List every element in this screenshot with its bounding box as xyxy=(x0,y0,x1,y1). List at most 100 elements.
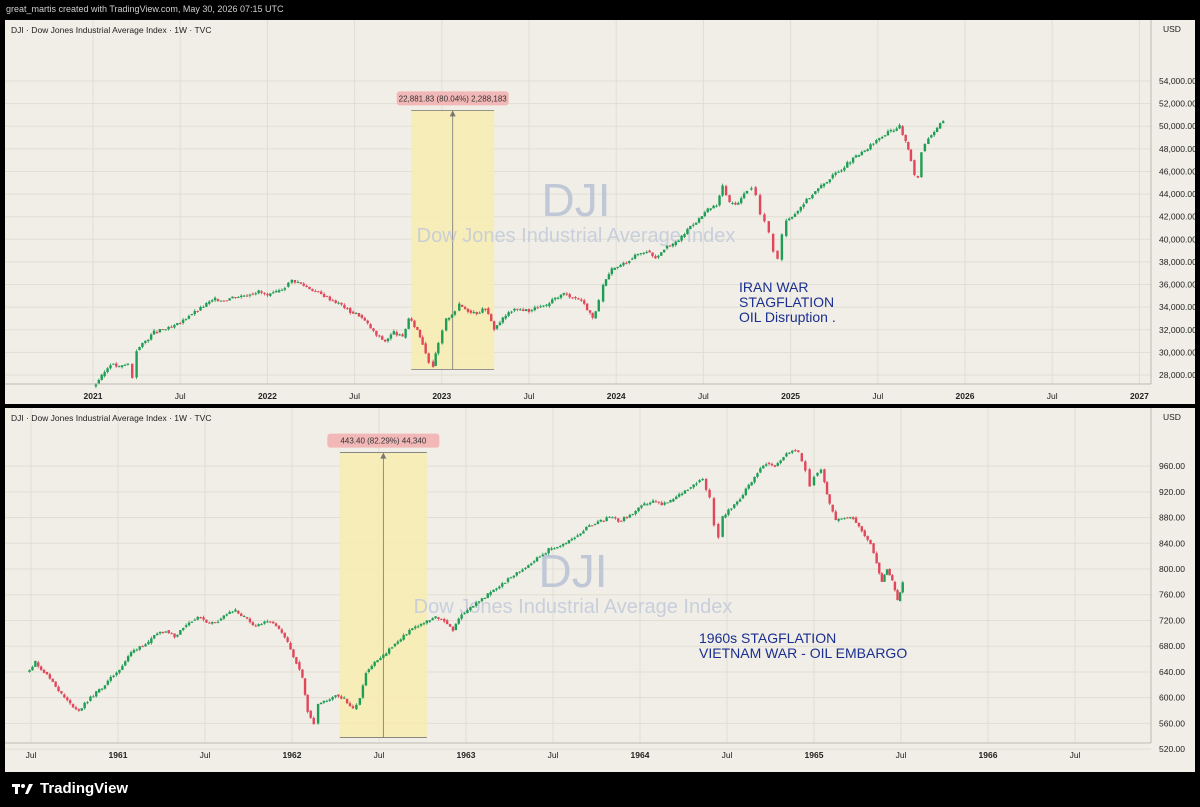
candle-body xyxy=(121,665,124,670)
y-tick-label: 32,000.00 xyxy=(1159,325,1195,335)
candle-body xyxy=(305,285,308,287)
candle-body xyxy=(588,525,591,527)
candle-body xyxy=(411,628,414,631)
candle-body xyxy=(851,157,855,163)
chart-panel-bottom[interactable]: 443.40 (82.29%) 44,340 DJI Dow Jones Indus… xyxy=(5,408,1195,772)
candle-body xyxy=(610,268,614,275)
candle-body xyxy=(490,314,493,322)
candle-body xyxy=(516,308,519,310)
candle-body xyxy=(640,505,643,508)
candle-body xyxy=(173,325,176,328)
chart-panel-top[interactable]: 22,881.83 (80.04%) 2,288,183 DJI Dow Jones… xyxy=(5,20,1195,404)
candle-body xyxy=(492,321,496,330)
candle-body xyxy=(669,500,672,503)
candle-body xyxy=(888,569,891,576)
tradingview-brand[interactable]: TradingView xyxy=(12,780,128,797)
candle-body xyxy=(923,143,927,152)
candle-body xyxy=(277,290,281,293)
candle-body xyxy=(796,210,800,214)
x-tick-label: 2021 xyxy=(84,391,103,401)
candle-body xyxy=(780,234,784,260)
candle-body xyxy=(97,379,101,384)
annotation-text: IRAN WAR xyxy=(739,279,808,295)
candle-body xyxy=(689,487,692,489)
candle-body xyxy=(799,206,802,211)
candle-body xyxy=(245,295,249,297)
candle-body xyxy=(419,623,423,626)
x-tick-label: 1965 xyxy=(805,750,824,760)
candle-body xyxy=(507,312,510,316)
candle-body xyxy=(817,188,820,192)
candle-body xyxy=(547,548,550,554)
candle-body xyxy=(219,618,223,621)
candle-body xyxy=(293,280,297,283)
candle-body xyxy=(901,126,904,135)
candle-body xyxy=(619,520,623,522)
x-tick-label: 2024 xyxy=(607,391,626,401)
candle-body xyxy=(483,598,487,600)
candle-body xyxy=(891,575,894,581)
candle-body xyxy=(228,611,231,615)
candle-body xyxy=(115,672,118,676)
candle-body xyxy=(112,675,115,677)
candle-body xyxy=(448,624,452,627)
candle-body xyxy=(60,691,63,694)
candle-body xyxy=(202,617,205,620)
candle-body xyxy=(619,264,622,268)
candle-body xyxy=(837,171,840,173)
candle-body xyxy=(814,191,817,195)
x-tick-label: 2023 xyxy=(432,391,451,401)
candle-body xyxy=(164,329,167,331)
candle-body xyxy=(785,453,788,457)
candle-body xyxy=(257,290,260,294)
candle-body xyxy=(776,250,779,259)
candle-body xyxy=(95,691,98,697)
y-tick-label: 38,000.00 xyxy=(1159,257,1195,267)
candle-body xyxy=(173,633,176,638)
candle-body xyxy=(283,632,286,638)
candle-body xyxy=(71,704,75,708)
candle-body xyxy=(793,214,797,217)
y-tick-label: 48,000.00 xyxy=(1159,144,1195,154)
candle-body xyxy=(804,461,807,471)
y-tick-label: 34,000.00 xyxy=(1159,302,1195,312)
candle-body xyxy=(408,629,411,635)
candle-body xyxy=(574,296,577,299)
candle-body xyxy=(532,561,536,563)
candle-body xyxy=(372,328,375,331)
candle-body xyxy=(808,198,811,200)
candle-body xyxy=(938,123,942,129)
candle-body xyxy=(734,202,737,205)
candle-body xyxy=(548,303,551,307)
candle-body xyxy=(123,364,127,366)
candle-body xyxy=(117,366,121,368)
candle-body xyxy=(733,504,736,508)
candle-body xyxy=(424,343,427,354)
candle-body xyxy=(671,243,675,247)
candle-body xyxy=(790,216,794,219)
x-tick-label: Jul xyxy=(349,391,360,401)
candle-body xyxy=(296,281,300,283)
candle-body xyxy=(698,480,701,483)
candle-body xyxy=(935,127,939,133)
candle-body xyxy=(228,298,231,301)
candle-body xyxy=(444,318,448,331)
x-tick-label: Jul xyxy=(698,391,709,401)
candle-body xyxy=(639,253,643,255)
candle-body xyxy=(427,353,430,363)
candle-body xyxy=(74,707,78,710)
candle-body xyxy=(124,661,127,666)
x-tick-label: Jul xyxy=(896,750,907,760)
candle-body xyxy=(450,314,454,318)
candle-body xyxy=(349,308,352,313)
candle-body xyxy=(260,624,263,626)
candle-body xyxy=(164,631,168,633)
candle-body xyxy=(904,134,907,142)
candle-body xyxy=(443,618,446,622)
candle-body xyxy=(184,318,188,320)
candle-body xyxy=(889,130,893,132)
candles xyxy=(28,448,904,725)
candle-body xyxy=(269,621,272,623)
